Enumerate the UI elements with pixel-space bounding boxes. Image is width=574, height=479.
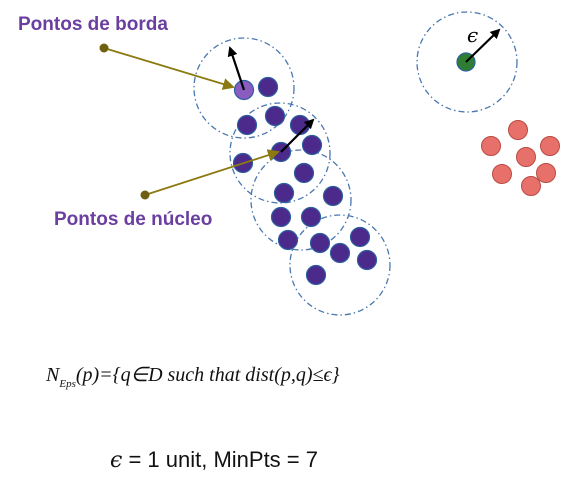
other-cluster [481,120,560,196]
eps-circle [250,149,352,251]
core-point [270,206,292,228]
other-cluster-point [492,164,512,184]
core-point [293,162,315,184]
formula-body: (p)={q∈D such that dist(p,q)≤ϵ} [75,364,340,386]
eps-circle [193,37,295,139]
other-cluster-point [481,136,501,156]
border-points-label: Pontos de borda [18,14,168,35]
radius-arrow [280,118,315,153]
eps-circle [289,214,391,316]
core-point [356,249,378,271]
core-point [277,229,299,251]
radius-arrow [227,46,246,91]
border-pointer-line [103,47,235,90]
core-points-label: Pontos de núcleo [54,209,213,230]
formula-subscript: Eps [59,378,76,390]
core-point [305,264,327,286]
eps-circles [193,11,518,316]
params-value: = 1 unit, MinPts = 7 [122,447,318,472]
other-cluster-point [508,120,528,140]
core-pointer-line [144,149,280,196]
core-point [273,182,295,204]
radius-arrow-noise [465,28,501,63]
parameters-text: ϵ = 1 unit, MinPts = 7 [110,447,318,473]
core-point [300,206,322,228]
formula-n: N [46,364,60,386]
eps-circle-noise [416,11,518,113]
other-cluster-point [540,136,560,156]
other-cluster-point [516,147,536,167]
core-point [264,105,286,127]
neighbourhood-formula: NEps(p)={q∈D such that dist(p,q)≤ϵ} [46,362,340,390]
border-pointer-dot [99,43,109,53]
core-point [349,226,371,248]
other-cluster-point [536,163,556,183]
eps-symbol: ϵ [110,448,123,473]
eps-circle [229,102,331,204]
core-point [236,114,258,136]
other-cluster-point [521,176,541,196]
core-pointer-dot [140,190,150,200]
radius-symbol: ϵ [467,23,478,47]
core-point [309,232,331,254]
core-point [301,134,323,156]
core-point [257,76,279,98]
core-point [322,185,344,207]
core-point [329,242,351,264]
